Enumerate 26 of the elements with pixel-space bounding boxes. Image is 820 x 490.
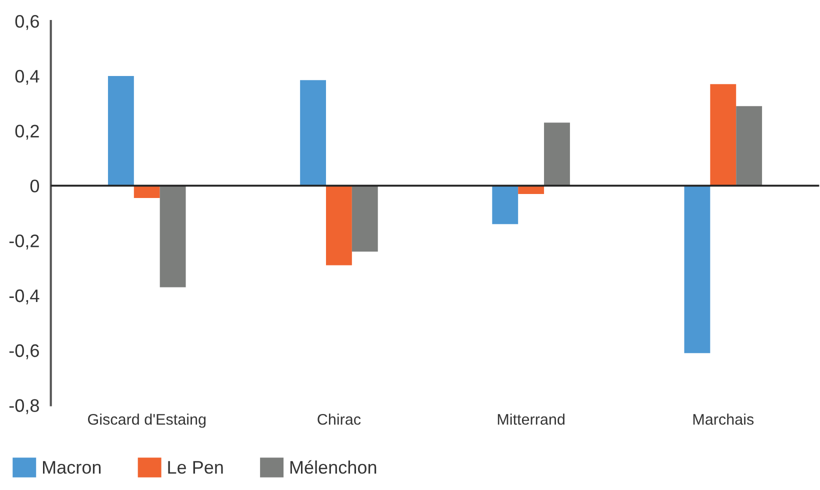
legend-label: Macron <box>43 461 101 474</box>
y-tick-label: 0,4 <box>15 70 40 85</box>
y-tick-label: -0,2 <box>9 234 39 250</box>
x-tick-label: Mitterrand <box>498 414 564 425</box>
y-tick-label: -0,4 <box>9 289 40 304</box>
x-tick-label: Marchais <box>693 414 754 425</box>
x-tick-label: Chirac <box>318 414 361 425</box>
bar <box>326 186 352 266</box>
y-tick-label: 0 <box>30 180 40 192</box>
bar <box>160 186 186 288</box>
bar <box>134 186 160 198</box>
bar <box>300 80 326 186</box>
bar <box>544 122 570 186</box>
y-tick-label: 0,2 <box>15 124 39 140</box>
bar <box>492 186 518 224</box>
y-tick-label: -0,8 <box>9 399 39 414</box>
bar <box>108 76 134 186</box>
bar <box>736 106 762 186</box>
legend-label: Mélenchon <box>290 460 376 474</box>
legend-label: Le Pen <box>168 461 223 474</box>
y-tick-label: 0,6 <box>15 15 39 30</box>
bar <box>352 186 378 252</box>
bar <box>684 186 710 354</box>
x-tick-label: Giscard d'Estaing <box>88 414 206 428</box>
bar <box>710 84 736 186</box>
y-tick-label: -0,6 <box>9 344 39 360</box>
